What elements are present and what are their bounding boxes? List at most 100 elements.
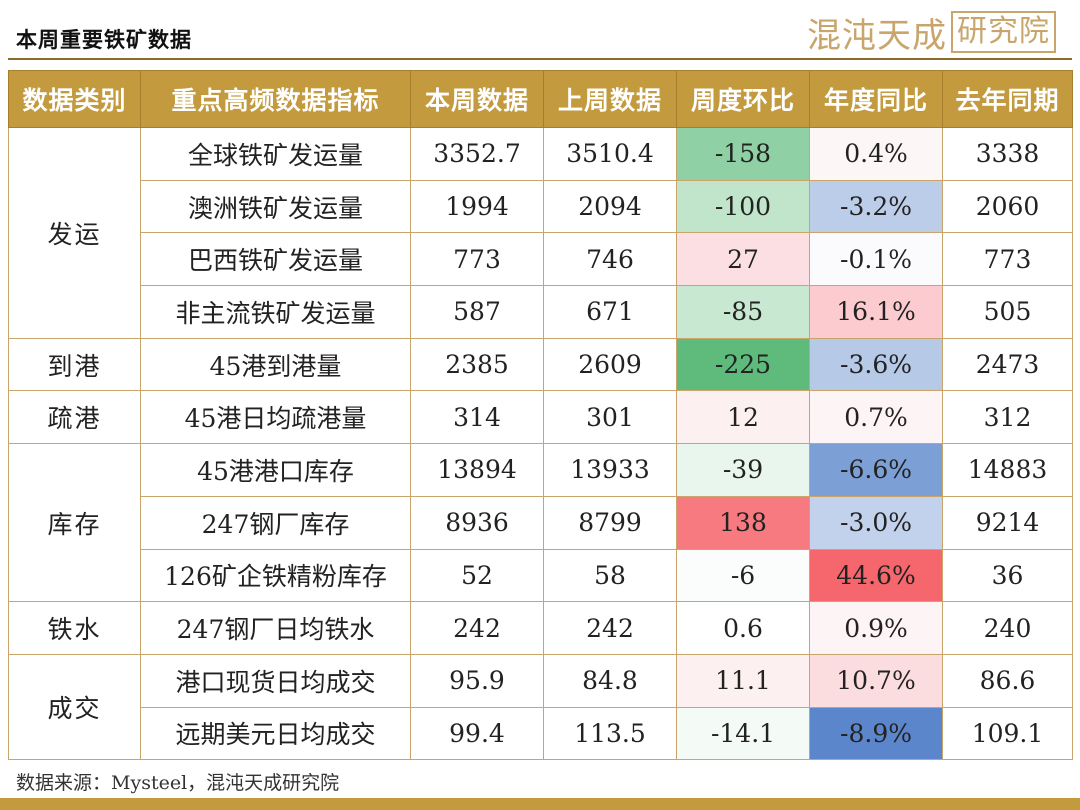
last-year-cell: 9214 bbox=[942, 495, 1073, 550]
last-week-cell: 242 bbox=[543, 601, 677, 655]
last-year-cell: 86.6 bbox=[942, 653, 1073, 708]
table-row: 巴西铁矿发运量 773 746 27 -0.1% 773 bbox=[9, 232, 1073, 287]
last-year-cell: 240 bbox=[942, 601, 1073, 655]
yoy-cell: 44.6% bbox=[809, 548, 943, 603]
wow-cell: 11.1 bbox=[676, 653, 810, 708]
last-week-cell: 301 bbox=[543, 390, 677, 445]
wow-cell: -225 bbox=[676, 337, 810, 392]
yoy-cell: 16.1% bbox=[809, 285, 943, 339]
indicator-cell: 巴西铁矿发运量 bbox=[140, 232, 411, 287]
indicator-cell: 45港港口库存 bbox=[140, 443, 411, 497]
yoy-cell: 0.4% bbox=[809, 127, 943, 181]
indicator-cell: 45港日均疏港量 bbox=[140, 390, 411, 445]
yoy-cell: -3.6% bbox=[809, 337, 943, 392]
this-week-cell: 13894 bbox=[410, 443, 544, 497]
category-cell: 铁水 bbox=[8, 601, 141, 655]
brand-logo: 混沌天成 研究院 bbox=[807, 10, 1056, 56]
last-week-cell: 746 bbox=[543, 232, 677, 287]
category-cell: 疏港 bbox=[8, 390, 141, 445]
last-year-cell: 505 bbox=[942, 285, 1073, 339]
this-week-cell: 314 bbox=[410, 390, 544, 445]
logo-boxed-text: 研究院 bbox=[951, 11, 1056, 53]
last-week-cell: 84.8 bbox=[543, 653, 677, 708]
wow-cell: -14.1 bbox=[676, 706, 810, 761]
last-week-cell: 3510.4 bbox=[543, 127, 677, 181]
yoy-cell: 0.9% bbox=[809, 601, 943, 655]
indicator-cell: 港口现货日均成交 bbox=[140, 653, 411, 708]
wow-cell: 0.6 bbox=[676, 601, 810, 655]
wow-cell: 138 bbox=[676, 495, 810, 550]
wow-cell: -158 bbox=[676, 127, 810, 181]
header-wow: 周度环比 bbox=[676, 70, 810, 128]
table-body: 发运 全球铁矿发运量 3352.7 3510.4 -158 0.4% 3338 澳洲铁矿发运量… bbox=[8, 127, 1073, 761]
table-header-row: 数据类别 重点高频数据指标 本周数据 上周数据 周度环比 年度同比 去年同期 bbox=[8, 70, 1073, 128]
last-year-cell: 14883 bbox=[942, 443, 1073, 497]
this-week-cell: 587 bbox=[410, 285, 544, 339]
last-week-cell: 671 bbox=[543, 285, 677, 339]
yoy-cell: -6.6% bbox=[809, 443, 943, 497]
yoy-cell: -3.0% bbox=[809, 495, 943, 550]
this-week-cell: 95.9 bbox=[410, 653, 544, 708]
wow-cell: -6 bbox=[676, 548, 810, 603]
last-year-cell: 109.1 bbox=[942, 706, 1073, 761]
header-last-week: 上周数据 bbox=[543, 70, 677, 128]
this-week-cell: 52 bbox=[410, 548, 544, 603]
wow-cell: -85 bbox=[676, 285, 810, 339]
last-week-cell: 2094 bbox=[543, 179, 677, 234]
wow-cell: 12 bbox=[676, 390, 810, 445]
table-row: 疏港 45港日均疏港量 314 301 12 0.7% 312 bbox=[8, 390, 1073, 445]
table-row: 库存 45港港口库存 13894 13933 -39 -6.6% 14883 bbox=[8, 443, 1073, 603]
yoy-cell: -3.2% bbox=[809, 179, 943, 234]
table-row: 247钢厂库存 8936 8799 138 -3.0% 9214 bbox=[9, 495, 1073, 550]
wow-cell: -39 bbox=[676, 443, 810, 497]
indicator-cell: 45港到港量 bbox=[140, 337, 411, 392]
category-cell: 成交 bbox=[8, 653, 141, 761]
this-week-cell: 1994 bbox=[410, 179, 544, 234]
indicator-cell: 远期美元日均成交 bbox=[140, 706, 411, 761]
last-week-cell: 58 bbox=[543, 548, 677, 603]
this-week-cell: 8936 bbox=[410, 495, 544, 550]
yoy-cell: -0.1% bbox=[809, 232, 943, 287]
last-year-cell: 36 bbox=[942, 548, 1073, 603]
header-indicator: 重点高频数据指标 bbox=[140, 70, 411, 128]
indicator-cell: 澳洲铁矿发运量 bbox=[140, 179, 411, 234]
category-cell: 库存 bbox=[8, 443, 141, 603]
yoy-cell: 0.7% bbox=[809, 390, 943, 445]
this-week-cell: 99.4 bbox=[410, 706, 544, 761]
last-year-cell: 3338 bbox=[942, 127, 1073, 181]
table-row: 到港 45港到港量 2385 2609 -225 -3.6% 2473 bbox=[8, 337, 1073, 392]
this-week-cell: 773 bbox=[410, 232, 544, 287]
category-cell: 发运 bbox=[8, 127, 141, 339]
table-row: 成交 港口现货日均成交 95.9 84.8 11.1 10.7% 86.6 bbox=[8, 653, 1073, 761]
iron-ore-data-table: 数据类别 重点高频数据指标 本周数据 上周数据 周度环比 年度同比 去年同期 发… bbox=[8, 70, 1073, 761]
wow-cell: -100 bbox=[676, 179, 810, 234]
table-row: 非主流铁矿发运量 587 671 -85 16.1% 505 bbox=[9, 285, 1073, 339]
yoy-cell: -8.9% bbox=[809, 706, 943, 761]
header-last-year: 去年同期 bbox=[942, 70, 1073, 128]
header-this-week: 本周数据 bbox=[410, 70, 544, 128]
wow-cell: 27 bbox=[676, 232, 810, 287]
indicator-cell: 247钢厂日均铁水 bbox=[140, 601, 411, 655]
yoy-cell: 10.7% bbox=[809, 653, 943, 708]
header-yoy: 年度同比 bbox=[809, 70, 943, 128]
last-year-cell: 2060 bbox=[942, 179, 1073, 234]
last-year-cell: 312 bbox=[942, 390, 1073, 445]
table-row: 铁水 247钢厂日均铁水 242 242 0.6 0.9% 240 bbox=[8, 601, 1073, 655]
indicator-cell: 126矿企铁精粉库存 bbox=[140, 548, 411, 603]
last-year-cell: 773 bbox=[942, 232, 1073, 287]
table-row: 远期美元日均成交 99.4 113.5 -14.1 -8.9% 109.1 bbox=[9, 706, 1073, 761]
page-title: 本周重要铁矿数据 bbox=[16, 28, 192, 52]
logo-text: 混沌天成 bbox=[807, 15, 947, 56]
this-week-cell: 2385 bbox=[410, 337, 544, 392]
last-week-cell: 113.5 bbox=[543, 706, 677, 761]
this-week-cell: 242 bbox=[410, 601, 544, 655]
indicator-cell: 非主流铁矿发运量 bbox=[140, 285, 411, 339]
header-category: 数据类别 bbox=[8, 70, 141, 128]
table-row: 126矿企铁精粉库存 52 58 -6 44.6% 36 bbox=[9, 548, 1073, 603]
title-divider bbox=[8, 58, 1072, 60]
last-week-cell: 2609 bbox=[543, 337, 677, 392]
indicator-cell: 全球铁矿发运量 bbox=[140, 127, 411, 181]
this-week-cell: 3352.7 bbox=[410, 127, 544, 181]
last-week-cell: 13933 bbox=[543, 443, 677, 497]
source-note: 数据来源：Mysteel，混沌天成研究院 bbox=[16, 772, 340, 794]
